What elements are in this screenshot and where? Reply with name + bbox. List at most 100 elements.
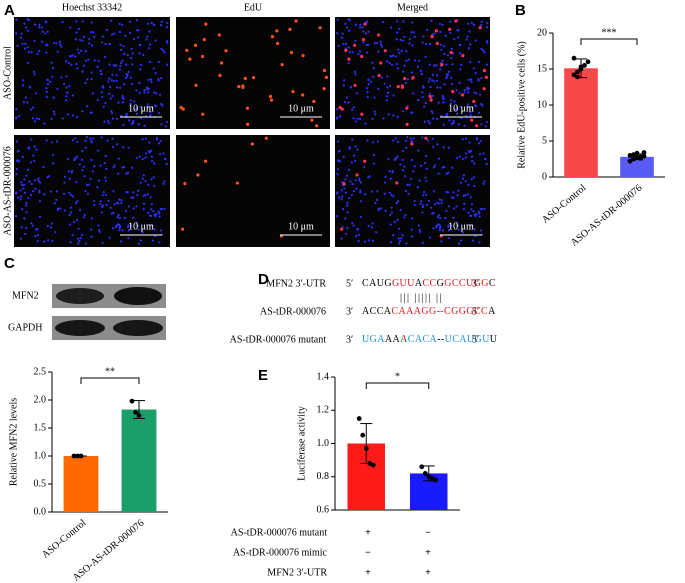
nucleus — [119, 240, 123, 243]
nucleus — [394, 158, 397, 161]
nucleus — [467, 22, 470, 25]
nucleus — [417, 99, 420, 102]
nucleus — [50, 117, 53, 120]
nucleus — [160, 102, 163, 106]
nucleus — [19, 36, 23, 39]
nucleus — [475, 92, 478, 95]
nucleus — [351, 138, 354, 141]
nucleus — [347, 168, 351, 171]
nucleus — [433, 203, 437, 206]
edu-cell — [347, 57, 351, 61]
nucleus — [136, 189, 140, 192]
data-point — [356, 416, 362, 421]
nucleus — [348, 29, 351, 32]
nucleus — [150, 178, 153, 181]
nucleus — [412, 137, 415, 140]
nucleus — [431, 73, 434, 76]
data-point — [370, 462, 376, 468]
nucleus — [124, 76, 128, 80]
nucleus — [410, 31, 413, 34]
nucleus — [46, 78, 49, 81]
nucleus — [150, 208, 153, 211]
column-title: Merged — [397, 2, 428, 13]
nucleus — [147, 183, 150, 186]
nucleus — [157, 79, 160, 82]
nucleus — [425, 179, 428, 183]
edu-cell — [451, 90, 455, 94]
nucleus — [86, 78, 89, 81]
nucleus — [474, 214, 477, 218]
nucleus — [457, 29, 460, 32]
nucleus — [101, 241, 104, 244]
nucleus — [385, 95, 389, 98]
nucleus — [30, 108, 33, 111]
nucleus — [377, 50, 380, 53]
nucleus — [396, 115, 399, 119]
nucleus — [135, 156, 138, 160]
nucleus — [346, 226, 349, 229]
nucleus — [373, 96, 376, 99]
nucleus — [90, 235, 93, 238]
nucleus — [483, 207, 486, 210]
nucleus — [25, 201, 28, 204]
nucleus — [347, 101, 350, 104]
edu-cell — [246, 122, 250, 127]
edu-cell — [361, 37, 366, 42]
nucleus — [81, 20, 84, 23]
nucleus — [112, 64, 115, 67]
nucleus — [418, 59, 421, 62]
y-tick-label: 1.4 — [317, 371, 330, 382]
nucleus — [108, 63, 111, 66]
nucleus — [55, 198, 58, 201]
nucleus — [121, 59, 124, 63]
sequence-segment: UCAUGU — [445, 334, 491, 345]
edu-cell — [318, 26, 322, 30]
nucleus — [446, 191, 450, 194]
data-point — [641, 150, 647, 155]
nucleus — [477, 210, 480, 213]
nucleus — [112, 190, 115, 193]
nucleus — [485, 63, 489, 66]
sequence-segment: ACCA — [362, 306, 392, 317]
nucleus — [362, 40, 365, 44]
nucleus — [366, 95, 369, 99]
nucleus — [15, 167, 18, 171]
nucleus — [473, 184, 476, 188]
nucleus — [74, 38, 78, 41]
nucleus — [78, 38, 82, 41]
nucleus — [61, 117, 64, 120]
nucleus — [88, 38, 91, 41]
nucleus — [463, 202, 466, 205]
nucleus — [379, 43, 383, 46]
nucleus — [117, 172, 120, 175]
nucleus — [418, 179, 421, 182]
nucleus — [154, 71, 157, 75]
data-point — [571, 55, 577, 61]
nucleus — [158, 241, 161, 244]
nucleus — [387, 113, 390, 116]
sequence-segment: CC — [422, 278, 436, 289]
nucleus — [442, 146, 445, 149]
nucleus — [127, 146, 130, 149]
blot-label: MFN2 — [12, 290, 39, 301]
nucleus — [93, 35, 96, 38]
sequence-segment: CAUG — [362, 278, 392, 289]
nucleus — [398, 239, 402, 243]
nucleus — [373, 41, 376, 45]
condition-sign: + — [425, 547, 431, 558]
nucleus — [353, 70, 356, 73]
nucleus — [139, 181, 142, 184]
nucleus — [340, 237, 343, 240]
nucleus — [439, 86, 442, 89]
nucleus — [410, 235, 414, 238]
nucleus — [345, 232, 348, 236]
condition-sign: − — [365, 547, 371, 558]
nucleus — [469, 224, 472, 227]
edu-cell — [217, 33, 221, 37]
nucleus — [123, 216, 126, 220]
nucleus — [392, 94, 395, 97]
nucleus — [403, 64, 406, 67]
edu-cell — [301, 54, 305, 58]
nucleus — [68, 213, 71, 216]
nucleus — [33, 39, 36, 43]
